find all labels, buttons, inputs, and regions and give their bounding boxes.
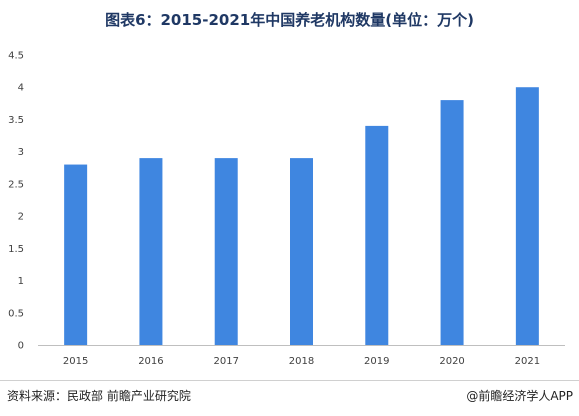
x-tick-label: 2017	[213, 356, 238, 367]
x-tick-label: 2019	[364, 356, 389, 367]
x-tick-label: 2016	[138, 356, 163, 367]
y-tick-label: 0	[18, 341, 24, 352]
brand-credit: @前瞻经济学人APP	[466, 389, 573, 403]
y-tick-label: 3.5	[8, 115, 24, 126]
y-tick-label: 3	[18, 147, 24, 158]
y-tick-label: 1.5	[8, 244, 24, 255]
bar-2015	[64, 164, 88, 345]
y-tick-label: 4.5	[8, 51, 24, 62]
bar-2016	[139, 158, 163, 345]
source-note: 资料来源：民政部 前瞻产业研究院	[7, 389, 191, 403]
y-tick-label: 1	[18, 276, 24, 287]
bar-chart: 00.511.522.533.544.5 2015 2016 2017 2018 201…	[8, 51, 565, 367]
footer-divider	[0, 380, 579, 381]
x-tick-label: 2018	[289, 356, 314, 367]
y-axis-ticks: 0 0.5 1 1.5 2 2.5 3 3.5 4 4.5	[8, 51, 24, 352]
y-tick-label: 0.5	[8, 308, 24, 319]
y-tick-label: 4	[18, 83, 24, 94]
x-tick-label: 2020	[439, 356, 464, 367]
x-axis-ticks: 2015 2016 2017 2018 2019 2020 2021	[63, 356, 540, 367]
bar-2019	[365, 125, 389, 345]
bar-2018	[290, 158, 313, 345]
x-tick-label: 2021	[515, 356, 540, 367]
bar-2020	[440, 100, 464, 345]
y-tick-label: 2.5	[8, 179, 24, 190]
x-tick-label: 2015	[63, 356, 88, 367]
bar-2017	[214, 158, 238, 345]
y-tick-label: 2	[18, 212, 24, 223]
chart-title: 图表6：2015-2021年中国养老机构数量(单位：万个)	[105, 11, 474, 29]
bar-2021	[515, 87, 539, 345]
bar-series	[64, 87, 539, 345]
